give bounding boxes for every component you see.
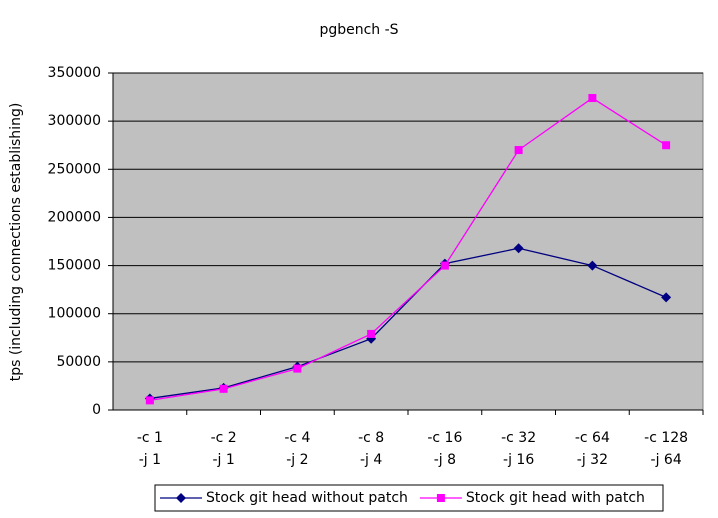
x-tick-label: -j 32 <box>577 452 608 468</box>
y-tick-label: 350000 <box>48 65 101 81</box>
y-tick-label: 0 <box>92 402 101 418</box>
y-tick-label: 50000 <box>56 354 101 370</box>
marker <box>588 94 597 103</box>
marker <box>587 260 598 271</box>
marker <box>145 396 154 405</box>
x-tick-label: -j 8 <box>434 452 456 468</box>
x-tick-label: -c 1 <box>137 430 163 446</box>
legend-label: Stock git head without patch <box>206 490 408 506</box>
marker <box>367 329 376 338</box>
y-tick-label: 200000 <box>48 209 101 225</box>
x-tick-label: -c 16 <box>427 430 462 446</box>
x-tick-label: -j 16 <box>503 452 534 468</box>
plot-area <box>112 72 704 411</box>
x-tick-label: -j 4 <box>360 452 382 468</box>
marker <box>513 243 524 254</box>
marker <box>440 261 449 270</box>
x-tick-label: -j 2 <box>286 452 308 468</box>
marker <box>436 494 445 502</box>
legend-box <box>154 484 664 512</box>
x-tick-label: -c 8 <box>358 430 384 446</box>
y-axis-label: tps (including connections establishing) <box>8 103 24 382</box>
marker <box>514 146 523 155</box>
marker <box>293 364 302 373</box>
marker <box>661 292 672 303</box>
line <box>149 247 667 400</box>
x-tick-label: -c 4 <box>284 430 310 446</box>
marker <box>176 493 186 503</box>
x-tick-label: -c 64 <box>575 430 610 446</box>
line <box>149 97 667 402</box>
x-tick-label: -j 1 <box>212 452 234 468</box>
x-tick-label: -j 64 <box>651 452 682 468</box>
y-tick-label: 300000 <box>48 113 101 129</box>
y-tick-label: 150000 <box>48 258 101 274</box>
marker <box>662 141 671 150</box>
x-tick-label: -c 2 <box>211 430 237 446</box>
y-tick-label: 250000 <box>48 161 101 177</box>
x-tick-label: -c 128 <box>644 430 688 446</box>
y-tick-label: 100000 <box>48 306 101 322</box>
chart-title: pgbench -S <box>319 22 398 38</box>
x-tick-label: -j 1 <box>139 452 161 468</box>
x-tick-label: -c 32 <box>501 430 536 446</box>
legend-label: Stock git head with patch <box>466 490 645 506</box>
marker <box>219 384 228 393</box>
